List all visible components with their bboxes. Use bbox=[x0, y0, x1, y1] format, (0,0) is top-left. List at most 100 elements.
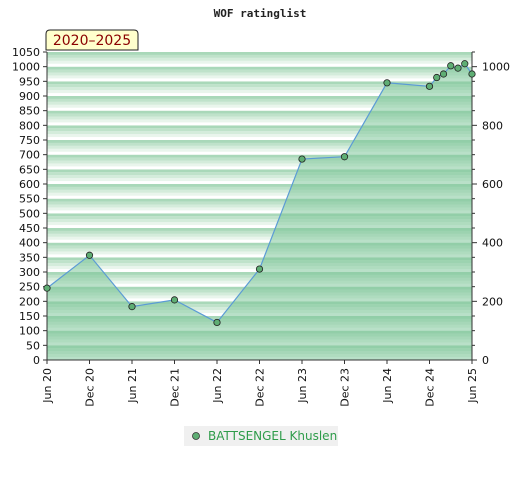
x-axis-ticks: Jun 20 Dec 20 Jun 21 Dec 21 Jun 22 Dec 22 Jun … bbox=[41, 360, 479, 407]
background-band bbox=[47, 87, 472, 91]
period-badge-text: 2020–2025 bbox=[53, 33, 131, 49]
left-tick-label: 900 bbox=[19, 90, 40, 103]
background-band bbox=[47, 192, 472, 196]
x-tick-label: Dec 24 bbox=[424, 368, 437, 407]
data-point[interactable] bbox=[170, 296, 179, 304]
right-tick-label: 600 bbox=[482, 178, 503, 191]
background-band bbox=[47, 210, 472, 214]
background-band bbox=[47, 140, 472, 143]
right-tick-label: 800 bbox=[482, 119, 503, 132]
background-band bbox=[47, 239, 472, 243]
data-point[interactable] bbox=[447, 62, 455, 70]
background-band bbox=[47, 110, 472, 114]
background-band bbox=[47, 52, 472, 55]
data-point[interactable] bbox=[439, 70, 448, 78]
background-band bbox=[47, 107, 472, 111]
background-band bbox=[47, 128, 472, 132]
data-point[interactable] bbox=[383, 79, 391, 87]
background-band bbox=[47, 131, 472, 135]
background-band bbox=[47, 125, 472, 129]
left-tick-label: 350 bbox=[19, 251, 40, 264]
background-band bbox=[47, 142, 472, 146]
background-band bbox=[47, 104, 472, 108]
data-point[interactable] bbox=[255, 265, 264, 273]
background-band bbox=[47, 63, 472, 67]
background-band bbox=[47, 66, 472, 70]
background-band bbox=[47, 204, 472, 208]
x-tick-label: Jun 22 bbox=[211, 368, 224, 404]
background-band bbox=[47, 230, 472, 234]
background-band bbox=[47, 134, 472, 138]
background-band bbox=[47, 122, 472, 126]
data-point[interactable] bbox=[340, 153, 349, 161]
x-tick-label: Jun 25 bbox=[466, 368, 479, 404]
x-tick-label: Dec 22 bbox=[254, 368, 267, 407]
data-point[interactable] bbox=[128, 303, 136, 311]
background-band bbox=[47, 219, 472, 223]
background-band bbox=[47, 60, 472, 64]
left-tick-label: 50 bbox=[26, 339, 40, 352]
data-point[interactable] bbox=[433, 73, 441, 82]
background-band bbox=[47, 93, 472, 96]
background-band bbox=[47, 98, 472, 102]
background-band bbox=[47, 216, 472, 220]
series-line bbox=[46, 62, 473, 324]
background-band bbox=[47, 57, 472, 61]
background-band bbox=[47, 96, 472, 99]
background-band bbox=[47, 145, 472, 149]
data-point[interactable] bbox=[461, 60, 469, 68]
data-point[interactable] bbox=[425, 82, 434, 90]
data-point[interactable] bbox=[468, 70, 476, 78]
data-point[interactable] bbox=[43, 284, 51, 292]
left-tick-label: 500 bbox=[19, 207, 40, 220]
right-tick-label: 0 bbox=[482, 354, 489, 367]
background-band bbox=[47, 186, 472, 190]
left-tick-label: 550 bbox=[19, 193, 40, 206]
background-band bbox=[47, 72, 472, 76]
data-point[interactable] bbox=[298, 155, 306, 163]
background-band bbox=[47, 242, 472, 246]
left-tick-label: 650 bbox=[19, 163, 40, 176]
background-band bbox=[47, 69, 472, 73]
left-tick-label: 700 bbox=[19, 149, 40, 162]
x-tick-label: Dec 23 bbox=[339, 368, 352, 407]
legend[interactable]: BATTSENGEL Khuslen bbox=[184, 426, 338, 446]
left-tick-label: 750 bbox=[19, 134, 40, 147]
background-band bbox=[47, 225, 472, 228]
period-badge-bg bbox=[45, 29, 139, 51]
background-band bbox=[47, 75, 472, 79]
data-point[interactable] bbox=[85, 251, 94, 259]
area-fill bbox=[47, 63, 472, 360]
background-band bbox=[47, 166, 472, 170]
background-band bbox=[47, 248, 472, 252]
x-tick-label: Dec 20 bbox=[84, 368, 97, 407]
background-band bbox=[47, 160, 472, 164]
left-tick-label: 100 bbox=[19, 325, 40, 338]
background-band bbox=[47, 245, 472, 249]
right-axis-ticks: 0 200 400 600 800 1000 bbox=[472, 51, 510, 367]
left-tick-label: 950 bbox=[19, 75, 40, 88]
background-band bbox=[47, 233, 472, 237]
data-points bbox=[43, 60, 476, 327]
left-tick-label: 800 bbox=[19, 119, 40, 132]
background-band bbox=[47, 90, 472, 94]
background-band bbox=[47, 154, 472, 158]
data-point[interactable] bbox=[213, 318, 221, 327]
background-band bbox=[47, 113, 472, 117]
background-band bbox=[47, 251, 472, 255]
right-tick-label: 400 bbox=[482, 237, 503, 250]
legend-label: BATTSENGEL Khuslen bbox=[208, 429, 337, 443]
background-band bbox=[47, 78, 472, 82]
data-point[interactable] bbox=[454, 64, 462, 72]
right-tick-label: 200 bbox=[482, 295, 503, 308]
x-tick-label: Dec 21 bbox=[169, 368, 182, 407]
background-band bbox=[47, 213, 472, 217]
x-tick-label: Jun 23 bbox=[296, 368, 309, 404]
background-band bbox=[47, 207, 472, 211]
period-badge: 2020–2025 bbox=[45, 29, 139, 51]
legend-box bbox=[184, 426, 338, 446]
chart-title: WOF ratinglist bbox=[214, 7, 307, 20]
background-band bbox=[47, 257, 472, 261]
background-band bbox=[47, 148, 472, 152]
